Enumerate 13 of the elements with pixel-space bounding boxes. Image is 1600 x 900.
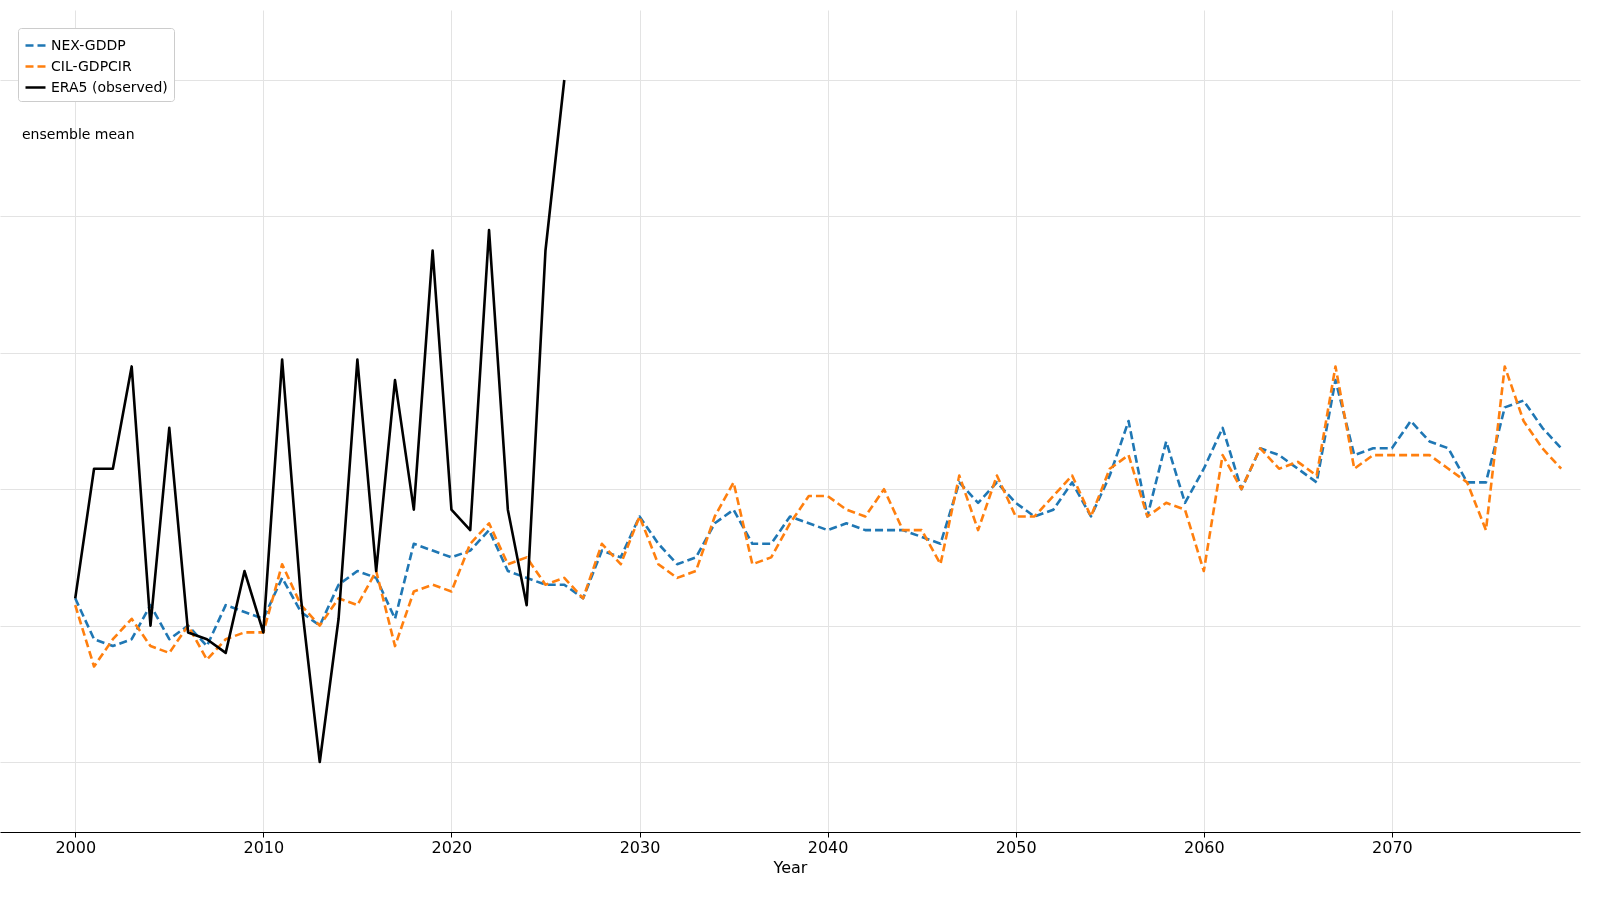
x-tick-label: 2040	[807, 837, 849, 857]
x-tick-label: 2060	[1183, 837, 1225, 857]
annotation: ensemble mean	[22, 126, 135, 142]
x-axis-title: Year	[772, 857, 808, 877]
x-tick-label: 2050	[995, 837, 1037, 857]
legend-label: ERA5 (observed)	[51, 78, 168, 95]
x-tick-label: 2030	[619, 837, 661, 857]
legend-label: NEX-GDDP	[51, 36, 126, 53]
x-tick-label: 2010	[243, 837, 285, 857]
x-tick-label: 2000	[55, 837, 97, 857]
legend-label: CIL-GDPCIR	[51, 57, 132, 74]
x-tick-label: 2070	[1372, 837, 1413, 857]
x-tick-label: 2020	[431, 837, 473, 857]
